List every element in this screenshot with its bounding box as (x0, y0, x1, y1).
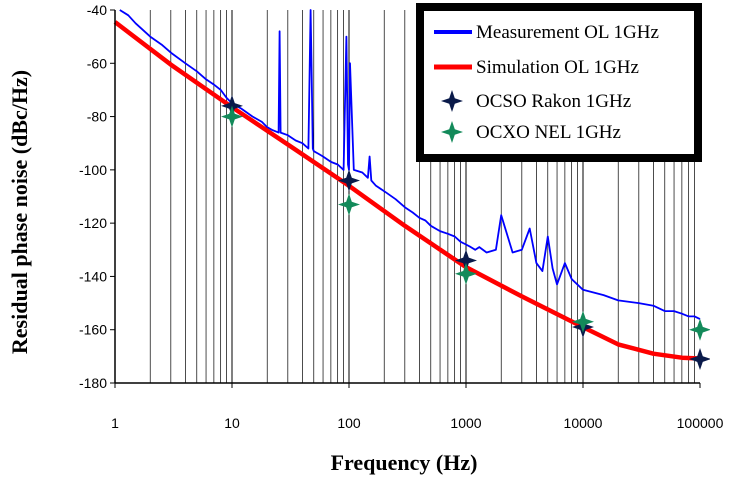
series-points-3 (221, 105, 710, 341)
legend: Measurement OL 1GHz Simulation OL 1GHz OCS… (416, 3, 702, 162)
plot-series (113, 9, 710, 371)
x-tick-label: 1000 (450, 415, 481, 431)
y-tick-label: -40 (87, 2, 107, 18)
data-point-star (689, 348, 710, 371)
data-point-star (221, 105, 243, 128)
y-tick-label: -120 (79, 215, 107, 231)
y-tick-label: -80 (87, 109, 107, 125)
series-line-0 (119, 9, 701, 320)
legend-label: OCSO Rakon 1GHz (476, 91, 631, 112)
legend-swatch-star (441, 121, 463, 143)
x-tick-label: 1 (111, 415, 119, 431)
x-tick-label: 100 (337, 415, 361, 431)
x-axis-title: Frequency (Hz) (331, 450, 478, 475)
data-point-star (338, 193, 360, 216)
x-tick-label: 100000 (677, 415, 724, 431)
x-tick-label: 10 (224, 415, 240, 431)
legend-label: Measurement OL 1GHz (476, 22, 659, 43)
y-tick-label: -180 (79, 375, 107, 391)
tick-labels: -40 -60 -80 -100 -120 -140 -160 -180 1 10 100 1000 1… (79, 2, 724, 431)
data-point-star (689, 318, 710, 341)
legend-label: Simulation OL 1GHz (476, 57, 639, 78)
y-tick-label: -60 (87, 55, 107, 71)
y-tick-label: -160 (79, 322, 107, 338)
legend-label: OCXO NEL 1GHz (476, 122, 621, 143)
x-tick-label: 10000 (564, 415, 603, 431)
y-tick-label: -100 (79, 162, 107, 178)
data-point-star (338, 169, 360, 192)
legend-swatch-star (441, 90, 463, 112)
y-tick-label: -140 (79, 268, 107, 284)
y-axis-title: Residual phase noise (dBc/Hz) (7, 70, 32, 354)
data-point-star (572, 310, 594, 333)
axes (114, 10, 700, 384)
data-point-star (455, 249, 477, 272)
data-point-star (455, 262, 477, 285)
